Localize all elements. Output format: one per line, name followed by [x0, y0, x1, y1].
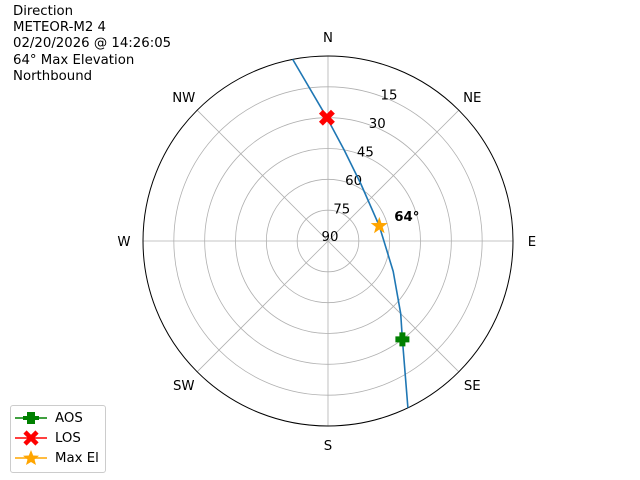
legend-label: Max El: [55, 450, 99, 466]
legend-item-los: LOS: [15, 428, 81, 448]
pass-info: Direction METEOR-M2 4 02/20/2026 @ 14:26…: [13, 4, 171, 85]
direction-label-ne: NE: [463, 91, 481, 106]
legend: AOS LOS Max El: [10, 405, 106, 473]
grid-spoke: [196, 109, 329, 242]
aos-marker: [395, 332, 410, 347]
max-elevation-text: 64° Max Elevation: [13, 52, 135, 68]
radial-tick-label: 15: [381, 89, 398, 104]
pass-datetime: 02/20/2026 @ 14:26:05: [13, 36, 172, 52]
satellite-name: METEOR-M2 4: [13, 20, 106, 36]
legend-item-aos: AOS: [15, 408, 83, 428]
pass-direction: Northbound: [13, 68, 93, 84]
direction-label-nw: NW: [172, 91, 195, 106]
direction-label-s: S: [324, 439, 332, 454]
legend-item-max-el: Max El: [15, 448, 99, 468]
radial-tick-label: 90: [322, 230, 339, 245]
satellite-track: [292, 58, 409, 408]
radial-tick-label: 30: [369, 117, 386, 132]
direction-label-e: E: [528, 235, 536, 250]
outer-ring: [142, 55, 514, 427]
radial-tick-label: 75: [333, 203, 350, 218]
plus-icon: [15, 412, 47, 424]
info-title: Direction: [13, 4, 74, 19]
direction-label-w: W: [117, 235, 130, 250]
legend-label: AOS: [55, 410, 83, 426]
grid-spoke: [196, 240, 329, 373]
los-marker: [318, 109, 335, 126]
max-elevation-annotation: 64°: [394, 210, 419, 225]
star-icon: [15, 450, 47, 465]
grid-spoke: [327, 109, 460, 242]
grid-spoke: [327, 240, 460, 373]
direction-label-n: N: [323, 31, 333, 46]
x-icon: [15, 430, 47, 446]
direction-label-se: SE: [464, 379, 481, 394]
direction-label-sw: SW: [173, 379, 195, 394]
legend-label: LOS: [55, 430, 81, 446]
radial-tick-label: 45: [357, 146, 374, 161]
max-el-marker: [370, 216, 388, 234]
x-stroke: [318, 109, 335, 126]
